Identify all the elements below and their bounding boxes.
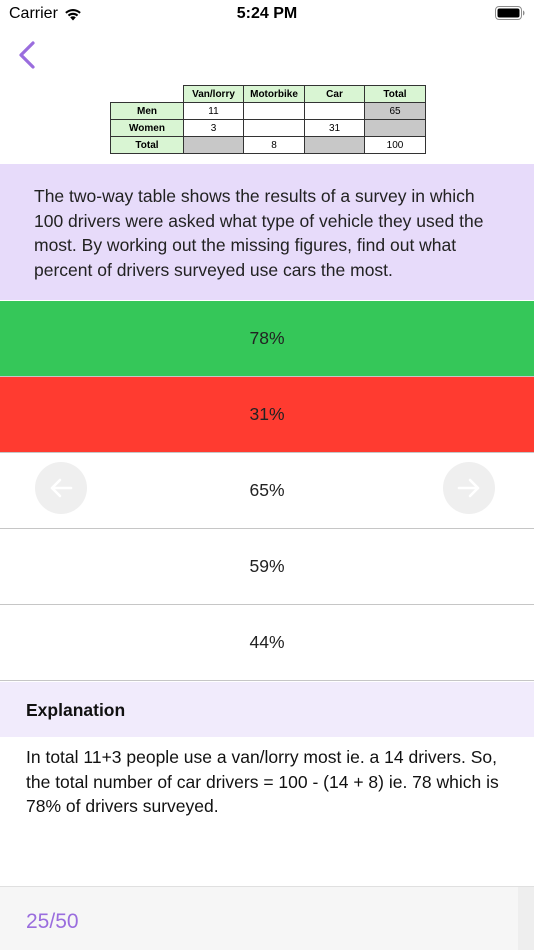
table-cell: 65 xyxy=(364,102,426,120)
table-header-cell: Van/lorry xyxy=(183,85,244,103)
table-row-label: Men xyxy=(110,102,184,120)
answer-option-correct[interactable]: 78% xyxy=(0,301,534,377)
scroll-indicator xyxy=(518,887,534,950)
answer-option[interactable]: 44% xyxy=(0,605,534,681)
table-row-label: Total xyxy=(110,136,184,154)
table-cell: 11 xyxy=(183,102,244,120)
bottom-bar: 25/50 xyxy=(0,886,534,950)
table-cell xyxy=(364,119,426,137)
table-cell: 31 xyxy=(304,119,365,137)
table-cell xyxy=(243,119,305,137)
status-bar: Carrier 5:24 PM xyxy=(0,0,534,28)
table-header-cell: Car xyxy=(304,85,365,103)
chevron-left-icon xyxy=(19,41,35,69)
table-row: Total 8 100 xyxy=(110,136,426,154)
table-cell xyxy=(183,136,244,154)
table-cell: 3 xyxy=(183,119,244,137)
table-row-label: Women xyxy=(110,119,184,137)
table-header-cell: Motorbike xyxy=(243,85,305,103)
back-button[interactable] xyxy=(12,38,42,72)
survey-table: Van/lorry Motorbike Car Total Men 11 65 … xyxy=(110,85,426,154)
table-cell: 100 xyxy=(364,136,426,154)
table-cell xyxy=(243,102,305,120)
battery-icon xyxy=(495,6,525,20)
arrow-left-icon xyxy=(50,478,73,498)
answer-option[interactable]: 59% xyxy=(0,529,534,605)
previous-question-button[interactable] xyxy=(35,462,87,514)
table-cell xyxy=(304,102,365,120)
table-cell xyxy=(304,136,365,154)
clock: 5:24 PM xyxy=(236,5,298,22)
table-row: Women 3 31 xyxy=(110,119,426,137)
answer-option-wrong[interactable]: 31% xyxy=(0,377,534,453)
question-progress-counter: 25/50 xyxy=(26,910,79,933)
next-question-button[interactable] xyxy=(443,462,495,514)
carrier-label: Carrier xyxy=(9,5,58,22)
table-header-row: Van/lorry Motorbike Car Total xyxy=(111,85,426,103)
table-header-cell: Total xyxy=(364,85,426,103)
explanation-title: Explanation xyxy=(0,682,534,737)
carrier-info: Carrier xyxy=(9,5,82,23)
answer-list: 78% 31% 65% 59% 44% xyxy=(0,301,534,681)
question-text: The two-way table shows the results of a… xyxy=(34,186,484,280)
arrow-right-icon xyxy=(457,478,480,498)
wifi-icon xyxy=(65,9,81,21)
explanation-text: In total 11+3 people use a van/lorry mos… xyxy=(26,747,499,816)
question-panel: The two-way table shows the results of a… xyxy=(0,164,534,300)
table-row: Men 11 65 xyxy=(110,102,426,120)
table-cell: 8 xyxy=(243,136,305,154)
